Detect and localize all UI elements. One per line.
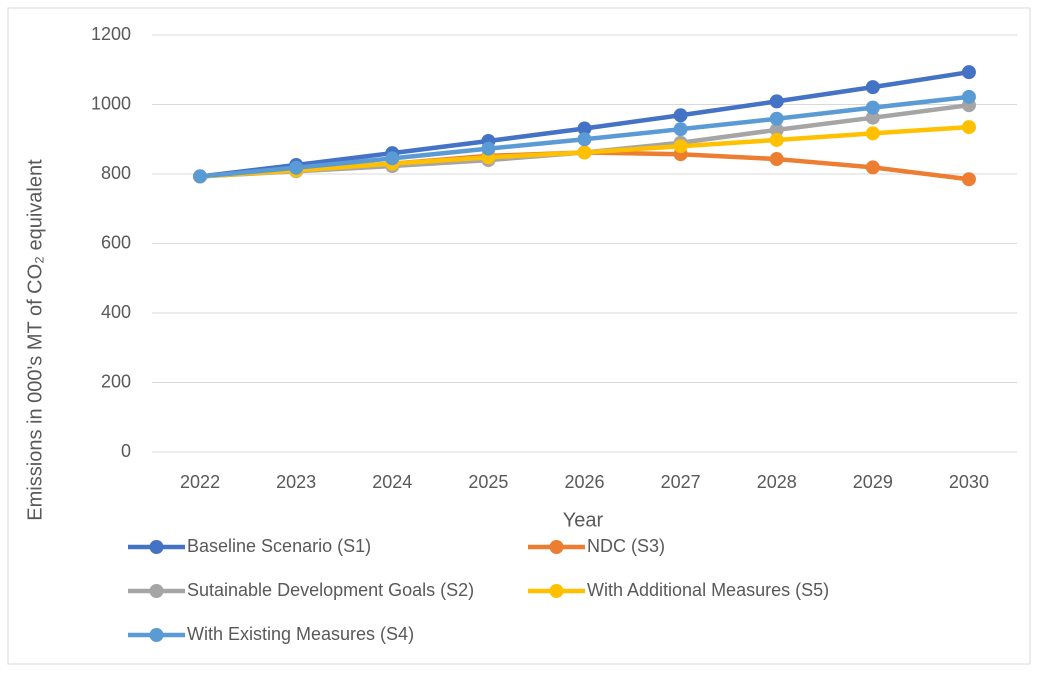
legend-label: With Additional Measures (S5) bbox=[587, 580, 829, 600]
y-tick-label: 800 bbox=[101, 163, 131, 183]
x-tick-label: 2025 bbox=[468, 472, 508, 492]
point bbox=[865, 126, 880, 141]
x-axis-label: Year bbox=[563, 509, 604, 531]
legend-marker bbox=[149, 540, 164, 554]
point bbox=[193, 169, 208, 184]
point bbox=[673, 122, 688, 137]
legend-marker bbox=[149, 628, 164, 642]
point bbox=[577, 145, 592, 160]
y-tick-label: 0 bbox=[121, 441, 131, 461]
point bbox=[961, 89, 976, 104]
y-tick-label: 1200 bbox=[91, 24, 131, 44]
point bbox=[865, 100, 880, 115]
point bbox=[769, 122, 784, 137]
y-tick-label: 200 bbox=[101, 371, 131, 391]
point bbox=[577, 121, 592, 136]
point bbox=[769, 132, 784, 147]
x-tick-label: 2030 bbox=[949, 472, 989, 492]
point bbox=[673, 139, 688, 154]
x-tick-label: 2023 bbox=[276, 472, 316, 492]
point bbox=[385, 151, 400, 166]
point bbox=[769, 152, 784, 167]
y-tick-label: 400 bbox=[101, 302, 131, 322]
point bbox=[961, 172, 976, 187]
point bbox=[865, 160, 880, 175]
point bbox=[577, 132, 592, 147]
legend-marker bbox=[549, 584, 564, 598]
legend-marker bbox=[149, 584, 164, 598]
point bbox=[961, 120, 976, 135]
y-axis-label: Emissions in 000's MT of CO₂ equivalent bbox=[24, 159, 46, 521]
point bbox=[289, 160, 304, 175]
x-tick-label: 2026 bbox=[564, 472, 604, 492]
x-tick-label: 2024 bbox=[372, 472, 412, 492]
x-tick-label: 2028 bbox=[757, 472, 797, 492]
legend-label: NDC (S3) bbox=[587, 536, 665, 556]
point bbox=[481, 141, 496, 156]
legend-label: With Existing Measures (S4) bbox=[187, 624, 414, 644]
point bbox=[865, 80, 880, 95]
point bbox=[769, 94, 784, 109]
legend-marker bbox=[549, 540, 564, 554]
y-tick-label: 1000 bbox=[91, 93, 131, 113]
y-tick-label: 600 bbox=[101, 232, 131, 252]
point bbox=[865, 110, 880, 125]
x-tick-label: 2027 bbox=[661, 472, 701, 492]
legend-label: Sutainable Development Goals (S2) bbox=[187, 580, 474, 600]
x-tick-label: 2029 bbox=[853, 472, 893, 492]
point bbox=[673, 108, 688, 123]
legend-label: Baseline Scenario (S1) bbox=[187, 536, 371, 556]
x-tick-label: 2022 bbox=[180, 472, 220, 492]
point bbox=[769, 111, 784, 126]
point bbox=[961, 65, 976, 80]
